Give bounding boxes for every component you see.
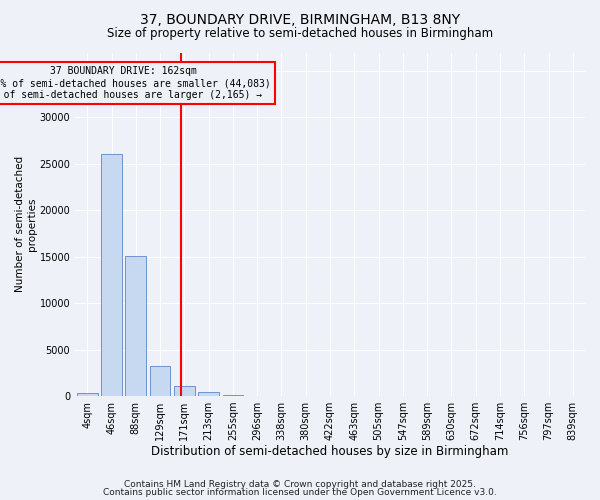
- X-axis label: Distribution of semi-detached houses by size in Birmingham: Distribution of semi-detached houses by …: [151, 444, 509, 458]
- Y-axis label: Number of semi-detached
properties: Number of semi-detached properties: [15, 156, 37, 292]
- Bar: [125, 256, 146, 396]
- Text: Contains public sector information licensed under the Open Government Licence v3: Contains public sector information licen…: [103, 488, 497, 497]
- Text: 37, BOUNDARY DRIVE, BIRMINGHAM, B13 8NY: 37, BOUNDARY DRIVE, BIRMINGHAM, B13 8NY: [140, 12, 460, 26]
- Bar: [223, 394, 243, 396]
- Text: 37 BOUNDARY DRIVE: 162sqm
← 95% of semi-detached houses are smaller (44,083)
5% : 37 BOUNDARY DRIVE: 162sqm ← 95% of semi-…: [0, 66, 271, 100]
- Text: Size of property relative to semi-detached houses in Birmingham: Size of property relative to semi-detach…: [107, 28, 493, 40]
- Bar: [77, 394, 98, 396]
- Bar: [174, 386, 194, 396]
- Bar: [101, 154, 122, 396]
- Bar: [150, 366, 170, 396]
- Text: Contains HM Land Registry data © Crown copyright and database right 2025.: Contains HM Land Registry data © Crown c…: [124, 480, 476, 489]
- Bar: [199, 392, 219, 396]
